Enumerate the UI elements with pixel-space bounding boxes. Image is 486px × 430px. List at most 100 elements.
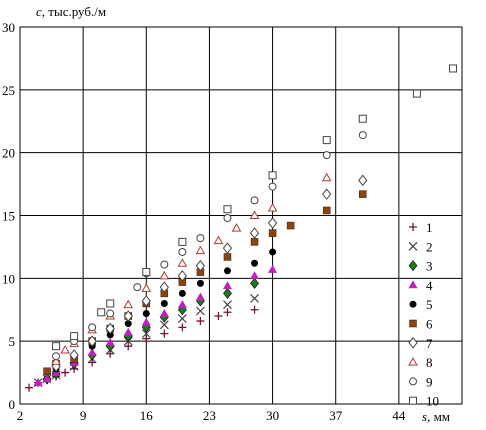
legend-marker: [409, 396, 417, 405]
x-tick-label: 30: [266, 408, 279, 423]
data-point: [97, 308, 106, 317]
data-point: [70, 332, 79, 341]
data-point: [448, 64, 457, 73]
data-point: [195, 245, 206, 255]
legend-label: 9: [426, 374, 433, 389]
legend-marker: [409, 319, 417, 328]
data-point: [322, 206, 331, 215]
data-point: [268, 264, 278, 273]
legend-label: 5: [426, 297, 433, 312]
data-point: [196, 279, 204, 287]
data-point: [249, 227, 260, 239]
data-point: [321, 172, 332, 182]
data-point: [267, 202, 278, 212]
data-point: [231, 223, 242, 232]
data-point: [250, 294, 259, 303]
data-point: [160, 260, 169, 269]
data-point: [250, 238, 259, 246]
x-axis-title: s, мм: [422, 409, 450, 424]
x-axis-unit: , мм: [427, 409, 450, 424]
data-point: [177, 258, 188, 267]
series-4: [33, 264, 278, 386]
data-point: [358, 174, 368, 187]
data-point: [142, 268, 151, 277]
data-point: [269, 248, 277, 256]
series-7: [51, 174, 368, 373]
y-axis-variable: c: [36, 4, 42, 19]
legend-item: 5: [409, 297, 433, 312]
data-point: [51, 356, 61, 365]
legend-label: 1: [426, 220, 433, 235]
data-point: [142, 334, 151, 343]
data-point: [123, 310, 133, 322]
data-point: [159, 270, 170, 280]
x-tick-label: 9: [80, 408, 87, 423]
data-point: [268, 182, 277, 191]
data-point: [141, 329, 151, 339]
data-point: [141, 317, 151, 326]
y-tick-label: 10: [2, 271, 15, 286]
y-axis-unit: , тыс.руб./м: [42, 4, 106, 19]
data-point: [52, 352, 61, 361]
legend-label: 2: [426, 239, 433, 254]
legend-item: 4: [408, 278, 433, 293]
data-point: [250, 277, 259, 289]
data-point: [195, 306, 205, 316]
data-point: [61, 368, 70, 377]
data-point: [268, 171, 277, 180]
data-point: [69, 349, 79, 361]
legend-marker: [408, 260, 418, 272]
legend-marker: [409, 300, 417, 308]
x-tick-label: 44: [392, 408, 406, 423]
data-point: [160, 329, 169, 338]
legend-marker: [409, 377, 417, 386]
data-point: [223, 300, 232, 310]
x-axis-variable: s: [422, 409, 427, 424]
data-point: [43, 367, 51, 376]
legend-label: 7: [426, 336, 433, 351]
x-tick-label: 16: [140, 408, 154, 423]
data-point: [159, 308, 169, 317]
data-point: [105, 322, 115, 335]
grid: [19, 26, 463, 405]
data-point: [178, 247, 187, 256]
data-point: [250, 305, 259, 314]
data-point: [33, 378, 43, 386]
data-point: [141, 295, 151, 307]
legend-item: 3: [408, 259, 433, 274]
x-axis-ticks: 2 9 16 23 30 37 44: [17, 408, 406, 423]
data-point: [106, 331, 114, 339]
data-point: [178, 323, 187, 332]
data-point: [123, 327, 133, 336]
data-point: [42, 374, 52, 383]
data-point: [250, 196, 259, 205]
data-point: [286, 221, 295, 230]
x-tick-label: 37: [329, 408, 343, 423]
data-point: [195, 292, 205, 301]
data-point: [87, 335, 97, 347]
y-tick-label: 20: [2, 146, 15, 161]
series-10: [52, 64, 457, 351]
data-point: [105, 337, 115, 346]
legend-label: 6: [426, 317, 433, 332]
data-point: [87, 347, 97, 356]
data-point: [268, 229, 277, 237]
data-point: [88, 323, 97, 332]
data-point: [177, 314, 187, 323]
data-point: [159, 320, 169, 330]
data-point: [178, 289, 186, 297]
data-point: [133, 283, 142, 292]
data-point: [249, 210, 260, 219]
legend-label: 4: [426, 278, 433, 293]
data-point: [322, 188, 332, 200]
series-8: [51, 172, 332, 365]
legend-marker: [409, 223, 417, 231]
data-point: [25, 383, 34, 392]
data-point: [267, 217, 278, 229]
legend: 1 2 3 4 5 6 7 8 9 10: [408, 220, 439, 409]
data-point: [223, 287, 232, 299]
data-point: [250, 271, 260, 280]
legend-marker: [408, 241, 418, 251]
data-point: [177, 270, 188, 282]
data-point: [141, 283, 152, 292]
